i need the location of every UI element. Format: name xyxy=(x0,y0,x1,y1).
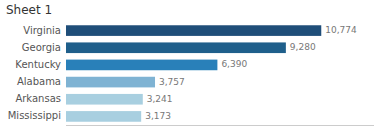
category-label: Georgia xyxy=(22,42,61,53)
data-label: 3,173 xyxy=(145,111,171,121)
data-label: 3,241 xyxy=(147,94,173,104)
bar xyxy=(66,77,155,88)
data-label: 6,390 xyxy=(221,59,247,69)
chart-title: Sheet 1 xyxy=(6,3,52,17)
bars xyxy=(66,25,321,121)
bar xyxy=(66,60,217,71)
bar xyxy=(66,111,141,122)
bar xyxy=(66,42,286,53)
bar xyxy=(66,94,143,105)
category-label: Mississippi xyxy=(8,110,61,121)
bar xyxy=(66,25,321,36)
data-label: 10,774 xyxy=(325,25,357,35)
data-label: 3,757 xyxy=(159,77,185,87)
x-axis-line xyxy=(66,125,374,126)
category-label: Virginia xyxy=(23,25,61,36)
category-label: Alabama xyxy=(17,76,61,87)
category-label: Arkansas xyxy=(15,93,61,104)
labels: Virginia 10,774 Georgia 9,280 Kentucky 6,390 A… xyxy=(8,25,357,122)
chart-svg: Sheet 1 Virginia 10,774 Georgia 9,280 Kentuck… xyxy=(0,0,384,131)
data-label: 9,280 xyxy=(290,42,316,52)
chart-root: Sheet 1 Virginia 10,774 Georgia 9,280 Kentuck… xyxy=(0,0,384,131)
category-label: Kentucky xyxy=(15,59,61,70)
